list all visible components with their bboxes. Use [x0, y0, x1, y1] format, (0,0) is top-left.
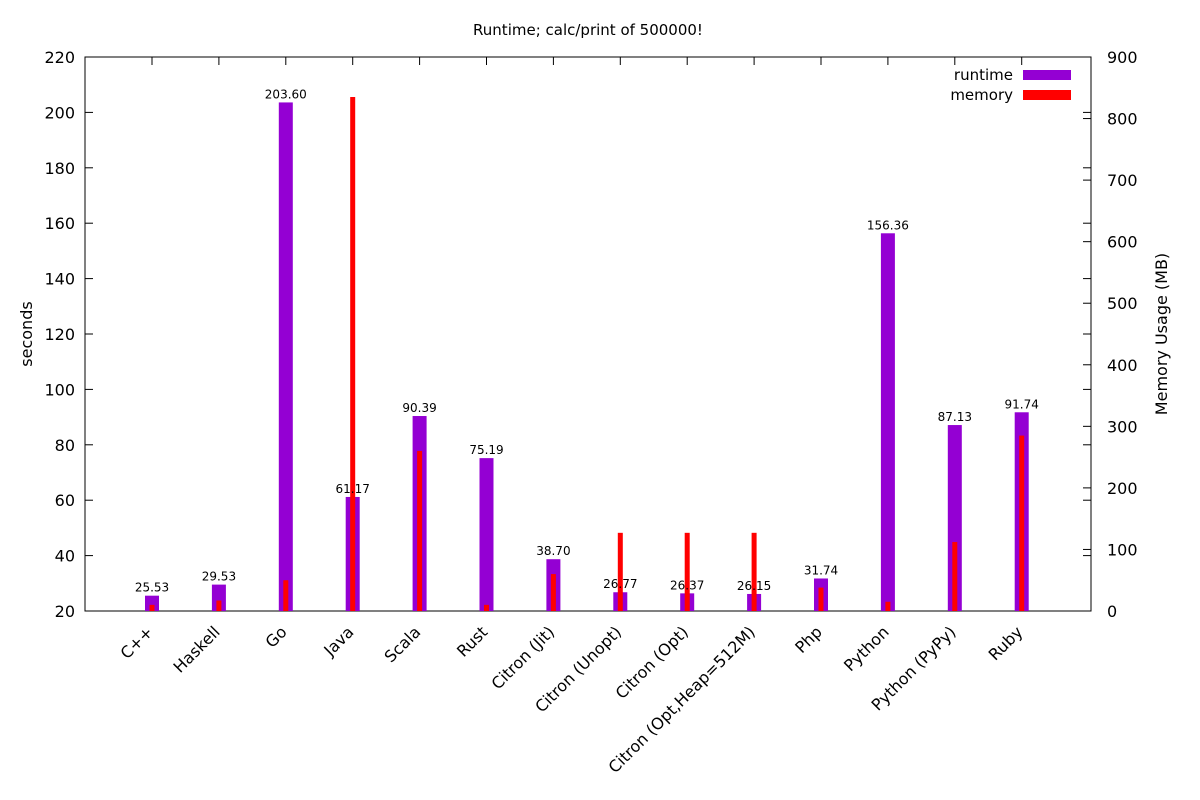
runtime-data-label: 156.36 [867, 218, 909, 232]
memory-bar [1019, 435, 1025, 611]
memory-bar [417, 450, 423, 611]
legend-label: memory [950, 86, 1013, 104]
runtime-data-label: 25.53 [135, 581, 169, 595]
y2-tick-label: 900 [1107, 48, 1138, 67]
category-label: Java [319, 622, 357, 660]
category-label: Scala [381, 622, 425, 666]
y-tick-label: 120 [44, 325, 75, 344]
legend-label: runtime [954, 66, 1013, 84]
y-tick-label: 40 [55, 547, 75, 566]
runtime-bar [211, 584, 226, 611]
runtime-bar [880, 233, 895, 611]
y-tick-label: 100 [44, 380, 75, 399]
y-tick-label: 180 [44, 159, 75, 178]
memory-bar [216, 600, 222, 611]
runtime-data-label: 91.74 [1005, 397, 1039, 411]
memory-bar [952, 542, 958, 611]
y2-tick-label: 100 [1107, 540, 1138, 559]
y2-tick-label: 800 [1107, 110, 1138, 129]
runtime-data-label: 26.15 [737, 579, 771, 593]
plot-frame [84, 56, 1092, 612]
runtime-data-label: 26.77 [603, 577, 637, 591]
y2-tick-label: 700 [1107, 171, 1138, 190]
y2-tick-label: 0 [1107, 602, 1117, 621]
left-axis: 20 40 60 80 100 120 140 160 180 200 220 [44, 48, 1091, 621]
y-tick-label: 80 [55, 436, 75, 455]
y-tick-label: 200 [44, 103, 75, 122]
category-label: Citron (Jit) [487, 622, 558, 693]
chart-title: Runtime; calc/print of 500000! [473, 21, 703, 39]
memory-bar [283, 580, 289, 611]
category-label: Python [840, 622, 893, 675]
memory-bar [149, 604, 155, 611]
runtime-bar [278, 102, 293, 611]
runtime-bar [947, 425, 962, 611]
category-label: Ruby [985, 622, 1027, 664]
runtime-data-label: 75.19 [469, 443, 503, 457]
memory-bar [885, 601, 891, 611]
memory-bar [617, 532, 623, 611]
memory-bar [818, 587, 824, 611]
y-tick-label: 60 [55, 491, 75, 510]
memory-bar [751, 532, 757, 611]
y2-axis-label: Memory Usage (MB) [1152, 253, 1171, 415]
memory-bar [550, 574, 556, 611]
memory-bar [350, 97, 356, 611]
legend: runtime memory [950, 66, 1071, 104]
category-label: Haskell [170, 622, 224, 676]
legend-swatch [1023, 70, 1071, 80]
bars-layer: 25.53 29.53 203.60 61.17 90.39 75.19 38.70 26.7… [135, 57, 1039, 611]
right-axis: 0 100 200 300 400 500 600 700 800 900 [1083, 48, 1138, 621]
runtime-data-label: 31.74 [804, 563, 838, 577]
memory-bar [484, 604, 489, 611]
y-tick-label: 20 [55, 602, 75, 621]
y-axis-label: seconds [17, 301, 36, 366]
runtime-bar [479, 458, 494, 611]
runtime-data-label: 26.37 [670, 578, 704, 592]
runtime-bar [145, 595, 159, 611]
y-tick-label: 160 [44, 214, 75, 233]
runtime-data-label: 90.39 [402, 401, 436, 415]
category-label: Go [262, 622, 291, 651]
y2-tick-label: 200 [1107, 479, 1138, 498]
y2-tick-label: 500 [1107, 294, 1138, 313]
y2-tick-label: 400 [1107, 356, 1138, 375]
y2-tick-label: 300 [1107, 417, 1138, 436]
runtime-data-label: 87.13 [938, 410, 972, 424]
y-tick-label: 140 [44, 270, 75, 289]
runtime-data-label: 203.60 [265, 87, 307, 101]
y2-tick-label: 600 [1107, 233, 1138, 252]
memory-bar [684, 532, 690, 611]
runtime-data-label: 29.53 [202, 570, 236, 584]
category-label: Rust [453, 622, 491, 660]
category-label: Php [791, 622, 826, 657]
runtime-data-label: 61.17 [336, 482, 370, 496]
legend-swatch [1023, 90, 1071, 100]
category-label: C++ [117, 622, 157, 662]
y-tick-label: 220 [44, 48, 75, 67]
runtime-data-label: 38.70 [536, 544, 570, 558]
